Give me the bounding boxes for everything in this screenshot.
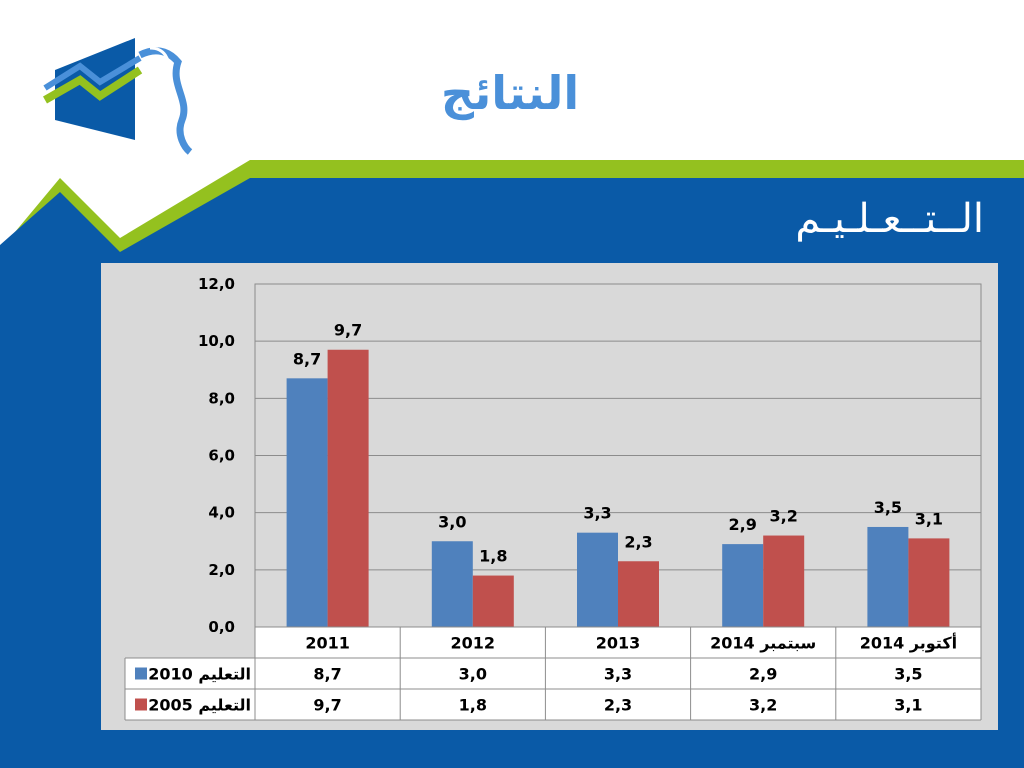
category-label: 2012: [451, 634, 496, 653]
slide-title: النتائج: [440, 66, 580, 120]
table-cell: 2,3: [604, 696, 632, 715]
logo-icon: [43, 38, 193, 155]
data-label: 3,0: [438, 512, 466, 531]
legend-label: التعليم 2010: [148, 665, 251, 684]
y-tick-label: 2,0: [208, 561, 235, 579]
table-cell: 2,9: [749, 665, 777, 684]
bar-series-2: [908, 538, 950, 627]
y-tick-label: 8,0: [208, 389, 235, 407]
chart-panel: 0,0 2,0 4,0 6,0 8,0 10,0 12,0 8,7 3,0 3,3 2,9 3,5 9,…: [101, 263, 998, 730]
table-cell: 1,8: [459, 696, 487, 715]
table-cell: 9,7: [313, 696, 341, 715]
category-label: أكتوبر 2014: [860, 633, 957, 653]
y-tick-label: 12,0: [198, 275, 235, 293]
table-cell: 3,3: [604, 665, 632, 684]
y-tick-label: 6,0: [208, 447, 235, 465]
bar-series-1: [867, 526, 909, 627]
category-label: سبتمبر 2014: [710, 634, 816, 653]
bar-series-2: [618, 561, 659, 627]
data-label: 3,2: [770, 507, 798, 526]
table-cell: 3,2: [749, 696, 777, 715]
bar-series-2: [763, 535, 805, 627]
data-label: 3,3: [583, 504, 611, 523]
y-tick-label: 0,0: [208, 618, 235, 636]
data-label: 3,5: [874, 498, 902, 517]
legend-label: التعليم 2005: [148, 696, 251, 715]
y-tick-label: 10,0: [198, 332, 235, 350]
category-label: 2011: [305, 634, 350, 653]
legend-swatch-series-1: [135, 667, 147, 680]
data-label: 8,7: [293, 349, 321, 368]
table-cell: 3,0: [459, 665, 487, 684]
table-cell: 3,5: [894, 665, 922, 684]
data-label: 2,3: [624, 532, 652, 551]
category-label: 2013: [596, 634, 641, 653]
y-tick-label: 4,0: [208, 504, 235, 522]
bar-series-1: [286, 378, 328, 627]
bar-series-1: [431, 541, 473, 627]
bar-series-1: [722, 544, 764, 627]
table-header-row: [255, 627, 981, 658]
bar-series-1: [577, 532, 618, 627]
data-label: 3,1: [915, 509, 943, 528]
data-label: 1,8: [479, 547, 507, 566]
table-cell: 8,7: [313, 665, 341, 684]
data-label: 9,7: [334, 321, 362, 340]
section-subtitle: الــتــعـلـيـم: [795, 196, 984, 242]
legend-swatch-series-2: [135, 698, 147, 711]
table-cell: 3,1: [894, 696, 922, 715]
bar-series-2: [472, 575, 514, 627]
bar-series-2: [327, 349, 369, 627]
bar-chart: 0,0 2,0 4,0 6,0 8,0 10,0 12,0 8,7 3,0 3,3 2,9 3,5 9,…: [124, 275, 982, 721]
data-label: 2,9: [729, 515, 757, 534]
